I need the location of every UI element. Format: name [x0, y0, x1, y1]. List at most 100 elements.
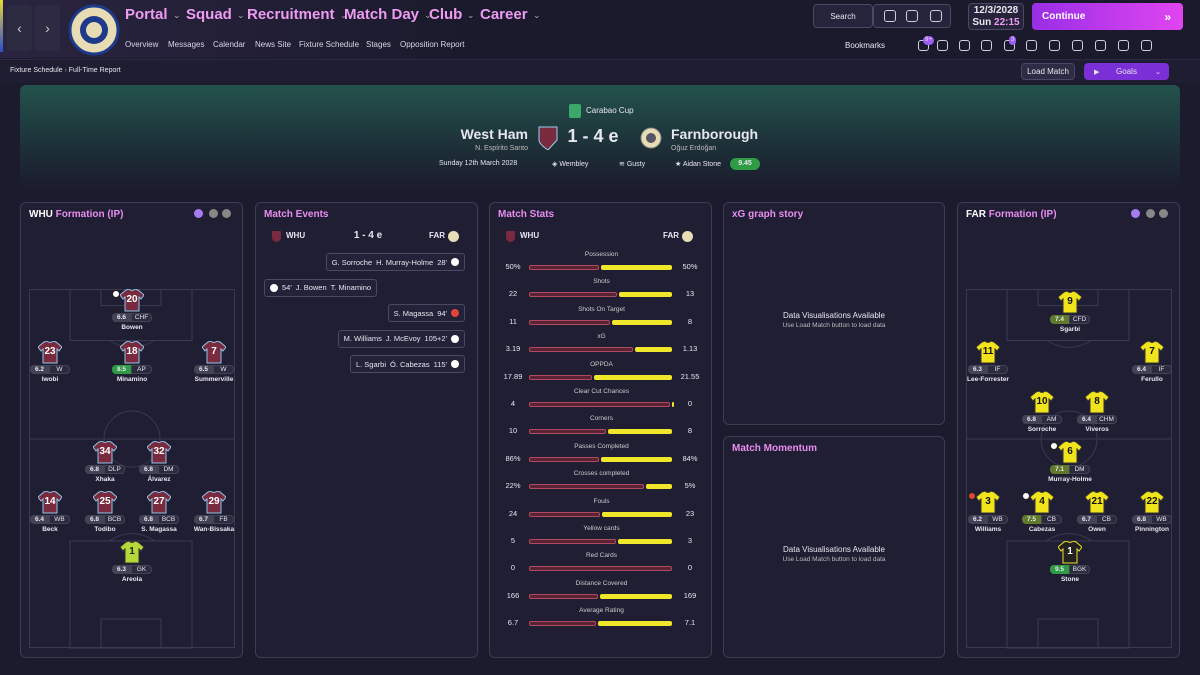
- submenu-item[interactable]: Opposition Report: [400, 40, 465, 49]
- menu-caret[interactable]: ⌄: [424, 10, 432, 20]
- toolbar-icon[interactable]: [930, 10, 942, 22]
- page-dot[interactable]: [222, 209, 231, 218]
- menu-caret[interactable]: ⌄: [467, 10, 475, 20]
- shirt[interactable]: [1085, 391, 1109, 414]
- bookmark-icon[interactable]: [937, 40, 948, 51]
- menu-caret[interactable]: ⌄: [533, 10, 541, 20]
- shirt[interactable]: [147, 491, 171, 514]
- shirt[interactable]: [976, 491, 1000, 514]
- menu-item[interactable]: Recruitment: [247, 6, 335, 23]
- player-name[interactable]: Lee-Forrester: [967, 376, 1009, 383]
- player-name[interactable]: Williams: [974, 526, 1002, 533]
- player-name[interactable]: Bowen: [121, 324, 143, 331]
- search-button[interactable]: Search: [813, 4, 873, 28]
- player-name[interactable]: Minamino: [116, 376, 148, 383]
- event-row[interactable]: S. Magassa 94': [387, 304, 465, 322]
- bookmark-icon[interactable]: [1072, 40, 1083, 51]
- date-box[interactable]: 12/3/2028 Sun 22:15: [968, 3, 1024, 30]
- toolbar-icon[interactable]: [884, 10, 896, 22]
- shirt[interactable]: [1030, 491, 1054, 514]
- player-name[interactable]: Areola: [121, 576, 143, 583]
- bookmark-icon[interactable]: [1141, 40, 1152, 51]
- menu-item[interactable]: Club: [429, 6, 463, 23]
- shirt[interactable]: [93, 441, 117, 464]
- player-name[interactable]: Pinnington: [1135, 526, 1169, 533]
- submenu-item[interactable]: Fixture Schedule: [299, 40, 360, 49]
- shirt[interactable]: [1140, 341, 1164, 364]
- menu-caret[interactable]: ⌄: [237, 10, 245, 20]
- submenu-item[interactable]: Calendar: [213, 40, 246, 49]
- bookmarks[interactable]: Bookmarks: [845, 41, 886, 50]
- event-row[interactable]: M. Williams J. McEvoy 105+2': [337, 329, 465, 348]
- player-name[interactable]: Murray-Holme: [1048, 476, 1092, 483]
- shirt[interactable]: [1140, 491, 1164, 514]
- away-team[interactable]: Farnborough: [671, 126, 759, 142]
- player-name[interactable]: Sorroche: [1027, 426, 1057, 433]
- shirt[interactable]: [1058, 441, 1082, 464]
- player-name[interactable]: Iwobi: [41, 376, 59, 383]
- player-name[interactable]: Wan-Bissaka: [193, 526, 235, 533]
- shirt[interactable]: [1085, 491, 1109, 514]
- bookmark-icon[interactable]: [1118, 40, 1129, 51]
- forward-button[interactable]: ›: [35, 5, 60, 51]
- player-name[interactable]: Sgarbi: [1059, 326, 1081, 333]
- menu-item[interactable]: Match Day: [344, 6, 420, 23]
- shirt[interactable]: [120, 541, 144, 564]
- shirt[interactable]: [38, 341, 62, 364]
- event-row[interactable]: L. Sgarbi Ó. Cabezas 115': [349, 355, 465, 373]
- shirt[interactable]: [38, 491, 62, 514]
- bookmark-icon[interactable]: [1026, 40, 1037, 51]
- toolbar[interactable]: [873, 4, 951, 28]
- bookmark-icon[interactable]: [981, 40, 992, 51]
- player-name[interactable]: Owen: [1088, 526, 1106, 533]
- submenu-item[interactable]: Overview: [125, 40, 159, 49]
- menu-caret[interactable]: ⌄: [340, 10, 348, 20]
- page-dot[interactable]: [1146, 209, 1155, 218]
- submenu-item[interactable]: News Site: [255, 40, 292, 49]
- bookmark-icon[interactable]: [959, 40, 970, 51]
- player-name[interactable]: Beck: [42, 526, 58, 533]
- player-name[interactable]: Cabezas: [1028, 526, 1056, 533]
- goals-button[interactable]: ▶ Goals ⌄: [1084, 63, 1169, 80]
- page-dot[interactable]: [1159, 209, 1168, 218]
- player-name[interactable]: Summerville: [194, 376, 234, 383]
- shirt[interactable]: [147, 441, 171, 464]
- shirt[interactable]: [1058, 541, 1082, 564]
- submenu-item[interactable]: Messages: [168, 40, 205, 49]
- load-match-button[interactable]: Load Match: [1021, 63, 1075, 80]
- shirt[interactable]: [202, 341, 226, 364]
- shirt[interactable]: [120, 341, 144, 364]
- bookmark-icon[interactable]: [1095, 40, 1106, 51]
- pom-name[interactable]: Aidan Stone: [682, 161, 721, 168]
- crumb[interactable]: Fixture Schedule: [10, 67, 63, 74]
- home-team[interactable]: West Ham: [460, 126, 528, 142]
- submenu-item[interactable]: Stages: [366, 40, 391, 49]
- menu-item[interactable]: Career: [480, 6, 528, 23]
- player-name[interactable]: Álvarez: [147, 476, 171, 483]
- menu-item[interactable]: Squad: [186, 6, 232, 23]
- page-dot[interactable]: [194, 209, 203, 218]
- player-name[interactable]: Stone: [1060, 576, 1080, 583]
- player-name[interactable]: Xhaka: [95, 476, 115, 483]
- event-row[interactable]: G. Sorroche H. Murray-Holme 28': [325, 253, 465, 271]
- continue-button[interactable]: Continue»: [1032, 3, 1183, 30]
- menu-caret[interactable]: ⌄: [173, 10, 181, 20]
- shirt[interactable]: [1058, 291, 1082, 314]
- page-dot[interactable]: [1131, 209, 1140, 218]
- back-button[interactable]: ‹: [7, 5, 32, 51]
- menu-item[interactable]: Portal: [125, 6, 168, 23]
- player-name[interactable]: Viveros: [1085, 426, 1109, 433]
- event-row[interactable]: 54' J. Bowen T. Minamino: [264, 278, 378, 297]
- shirt[interactable]: [202, 491, 226, 514]
- shirt[interactable]: [976, 341, 1000, 364]
- player-name[interactable]: Ferullo: [1141, 376, 1163, 383]
- club-logo[interactable]: [68, 4, 120, 56]
- shirt[interactable]: [1030, 391, 1054, 414]
- bookmark-icon[interactable]: [1049, 40, 1060, 51]
- player-name[interactable]: S. Magassa: [141, 526, 177, 533]
- shirt[interactable]: [93, 491, 117, 514]
- page-dot[interactable]: [209, 209, 218, 218]
- toolbar-icon[interactable]: [906, 10, 918, 22]
- player-name[interactable]: Todibo: [94, 526, 116, 533]
- shirt[interactable]: [120, 289, 144, 312]
